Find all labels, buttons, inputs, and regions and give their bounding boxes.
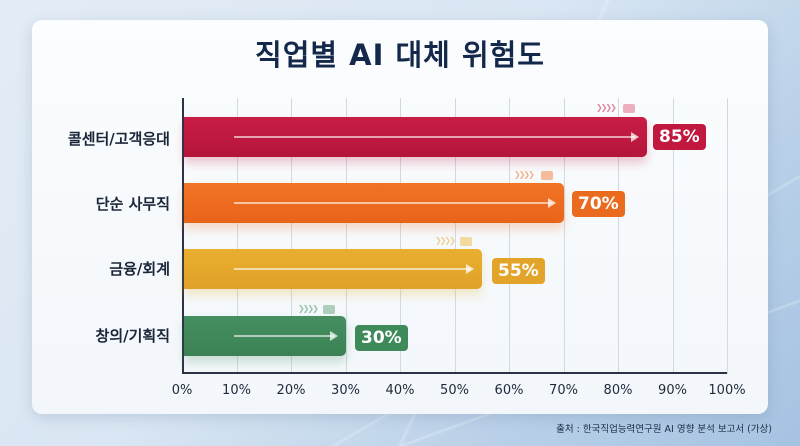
arrow-line — [234, 335, 334, 337]
x-tick-label: 90% — [658, 383, 687, 398]
source-caption: 출처 : 한국직업능력연구원 AI 영향 분석 보고서 (가상) — [556, 424, 772, 435]
value-badge: 55% — [492, 258, 545, 284]
gridline-10 — [236, 98, 238, 374]
x-tick-label: 30% — [331, 383, 360, 398]
gridline-50 — [454, 98, 456, 374]
x-tick-label: 0% — [171, 383, 193, 398]
chart-title: 직업별 AI 대체 위험도 — [255, 38, 545, 72]
value-badge: 30% — [355, 325, 408, 351]
category-label: 금융/회계 — [109, 260, 170, 278]
x-tick-label: 100% — [708, 383, 746, 398]
x-tick-label: 10% — [222, 383, 251, 398]
plot-area — [182, 98, 728, 374]
value-badge: 70% — [572, 191, 625, 217]
gridline-20 — [291, 98, 292, 374]
bar-callcenter — [184, 117, 647, 157]
chevrons-icon: ❯❯❯❯ — [298, 304, 319, 313]
chart-icon — [623, 104, 635, 113]
gridline-30 — [345, 98, 347, 374]
chevrons-icon: ❯❯❯❯ — [514, 170, 535, 179]
arrow-line — [234, 202, 552, 204]
chevrons-icon: ❯❯❯❯ — [596, 103, 617, 112]
arrow-head-icon — [631, 132, 639, 142]
download-icon — [323, 305, 335, 314]
category-label: 창의/기획직 — [95, 327, 170, 345]
gridline-100 — [727, 98, 728, 374]
x-tick-label: 70% — [549, 383, 578, 398]
x-tick-label: 80% — [603, 383, 633, 398]
bar-creative — [184, 316, 346, 356]
bar-finance — [184, 249, 482, 289]
x-tick-label: 20% — [276, 383, 306, 398]
arrow-line — [234, 136, 635, 138]
bar-office — [184, 183, 564, 223]
category-label: 콜센터/고객응대 — [67, 130, 170, 148]
value-badge: 85% — [653, 124, 706, 150]
clock-icon — [541, 171, 553, 180]
download-icon — [460, 237, 472, 246]
gridline-70 — [563, 98, 565, 374]
x-tick-label: 60% — [494, 383, 524, 398]
y-axis-line — [182, 98, 184, 374]
arrow-head-icon — [466, 264, 474, 274]
gridline-90 — [672, 98, 674, 374]
gridline-80 — [618, 98, 619, 374]
x-axis-line — [182, 372, 727, 374]
gridline-60 — [509, 98, 510, 374]
x-tick-label: 40% — [385, 383, 415, 398]
gridline-40 — [400, 98, 401, 374]
x-tick-label: 50% — [440, 383, 469, 398]
arrow-line — [234, 268, 470, 270]
chevrons-icon: ❯❯❯❯ — [435, 236, 456, 245]
category-label: 단순 사무직 — [95, 195, 170, 213]
arrow-head-icon — [548, 198, 556, 208]
arrow-head-icon — [330, 331, 338, 341]
